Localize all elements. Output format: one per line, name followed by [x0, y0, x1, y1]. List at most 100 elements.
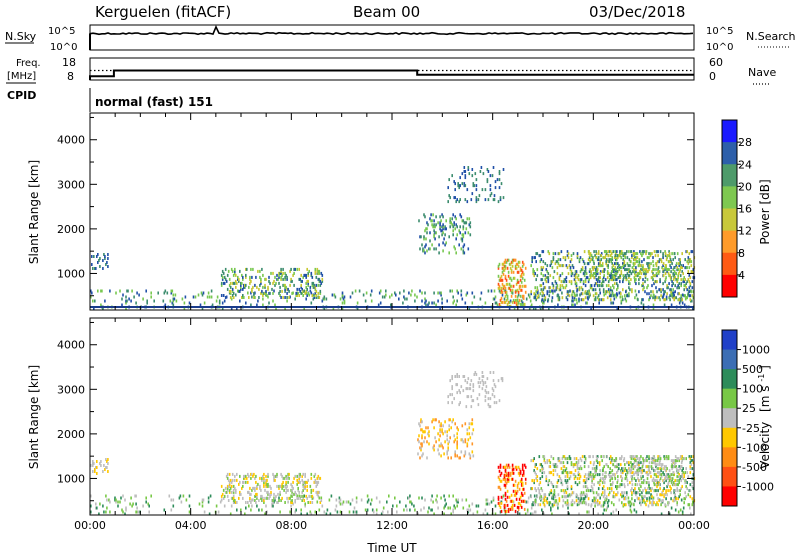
data-cell	[569, 457, 572, 461]
data-cell	[675, 296, 677, 300]
data-cell	[574, 481, 577, 485]
data-cell	[157, 291, 159, 295]
data-cell	[609, 455, 612, 459]
data-cell	[631, 256, 633, 260]
data-cell	[665, 455, 668, 459]
data-cell	[594, 504, 596, 508]
data-cell	[267, 490, 269, 494]
data-cell	[541, 471, 544, 475]
data-cell	[616, 258, 618, 262]
data-cell	[466, 387, 469, 391]
data-cell	[319, 291, 322, 295]
data-cell	[293, 476, 295, 480]
data-cell	[286, 299, 288, 303]
data-cell	[266, 294, 268, 297]
data-cell	[617, 284, 619, 288]
data-cell	[579, 278, 582, 282]
data-cell	[643, 258, 645, 262]
data-cell	[441, 229, 443, 233]
data-cell	[692, 455, 695, 459]
data-cell	[305, 281, 307, 285]
data-cell	[343, 295, 346, 299]
data-cell	[658, 471, 661, 475]
data-cell	[490, 289, 493, 293]
data-cell	[549, 491, 552, 495]
data-cell	[619, 276, 622, 280]
data-cell	[267, 484, 269, 488]
data-cell	[223, 504, 226, 508]
data-cell	[589, 284, 592, 288]
data-cell	[687, 262, 690, 266]
data-cell	[100, 464, 102, 467]
data-cell	[587, 510, 589, 514]
data-cell	[608, 258, 610, 262]
data-cell	[341, 307, 344, 311]
data-cell	[437, 432, 439, 436]
data-cell	[612, 268, 614, 272]
data-cell	[563, 465, 566, 469]
data-cell	[690, 250, 693, 254]
data-cell	[610, 252, 613, 256]
data-cell	[673, 274, 675, 278]
data-cell	[512, 500, 515, 504]
data-cell	[366, 494, 369, 498]
data-cell	[511, 503, 514, 507]
data-cell	[664, 272, 667, 276]
data-cell	[543, 503, 546, 507]
data-cell	[573, 298, 576, 302]
data-cell	[613, 286, 615, 290]
data-cell	[509, 507, 512, 511]
data-cell	[506, 477, 509, 481]
data-cell	[617, 491, 619, 495]
data-cell	[493, 401, 496, 405]
data-cell	[678, 495, 680, 499]
data-cell	[566, 485, 569, 489]
data-cell	[609, 479, 611, 483]
data-cell	[236, 472, 238, 476]
data-cell	[548, 252, 551, 256]
data-cell	[595, 282, 598, 286]
data-cell	[445, 241, 447, 245]
data-cell	[686, 250, 688, 254]
data-cell	[150, 494, 152, 498]
data-cell	[575, 457, 578, 461]
data-cell	[645, 268, 648, 272]
data-cell	[104, 255, 106, 258]
data-cell	[673, 294, 675, 298]
data-cell	[641, 467, 643, 471]
data-cell	[315, 275, 318, 279]
data-cell	[559, 477, 562, 481]
data-cell	[208, 512, 211, 516]
data-cell	[416, 295, 418, 299]
data-cell	[571, 272, 574, 276]
data-cell	[502, 477, 505, 481]
data-cell	[481, 375, 484, 378]
data-cell	[477, 504, 480, 508]
data-cell	[224, 486, 227, 490]
data-cell	[422, 247, 424, 251]
data-cell	[265, 277, 267, 281]
data-cell	[250, 279, 252, 283]
data-cell	[262, 297, 264, 301]
data-cell	[589, 254, 591, 258]
data-cell	[642, 284, 644, 288]
data-cell	[146, 301, 148, 305]
data-cell	[606, 264, 608, 268]
data-cell	[672, 471, 675, 475]
data-cell	[545, 499, 548, 503]
data-cell	[280, 277, 282, 281]
data-cell	[652, 290, 654, 294]
data-cell	[657, 457, 660, 461]
data-cell	[632, 457, 635, 461]
data-cell	[651, 461, 653, 465]
data-cell	[598, 298, 601, 302]
data-cell	[272, 299, 274, 303]
data-cell	[508, 300, 511, 304]
data-cell	[607, 284, 610, 288]
data-cell	[506, 282, 509, 286]
power-y-axis-label: Slant Range [km]	[27, 160, 41, 264]
data-cell	[228, 291, 231, 295]
data-cell	[685, 479, 687, 483]
data-cell	[592, 274, 594, 278]
data-cell	[579, 465, 582, 469]
